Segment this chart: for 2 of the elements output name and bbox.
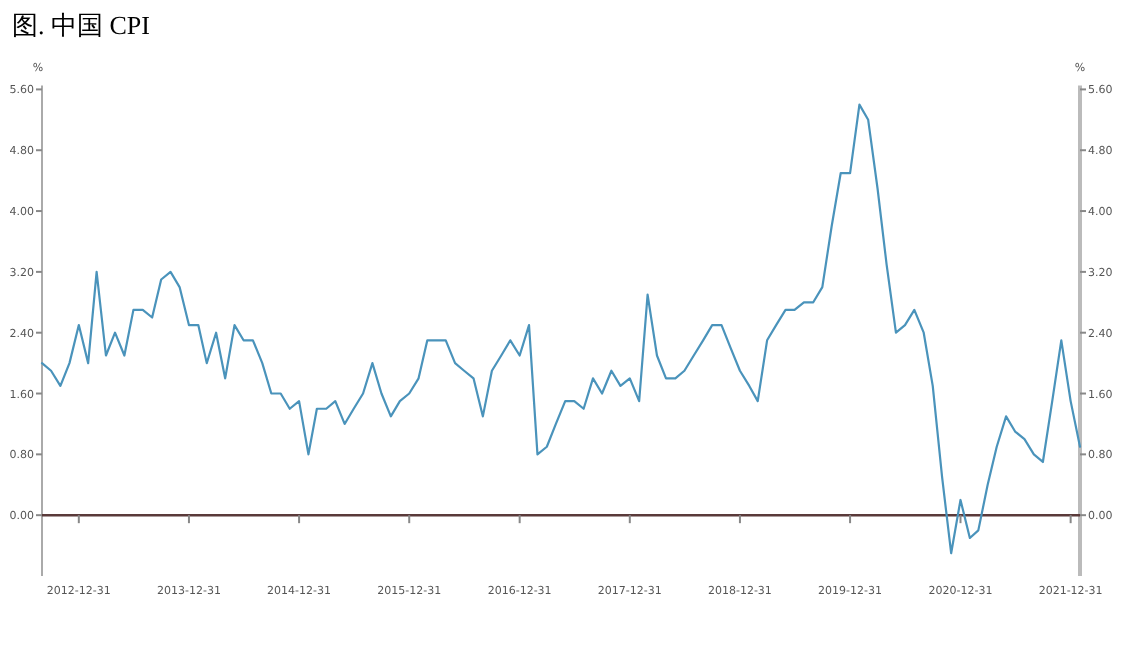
line-series <box>40 103 1082 555</box>
chart-title: 图. 中国 CPI <box>12 10 150 40</box>
